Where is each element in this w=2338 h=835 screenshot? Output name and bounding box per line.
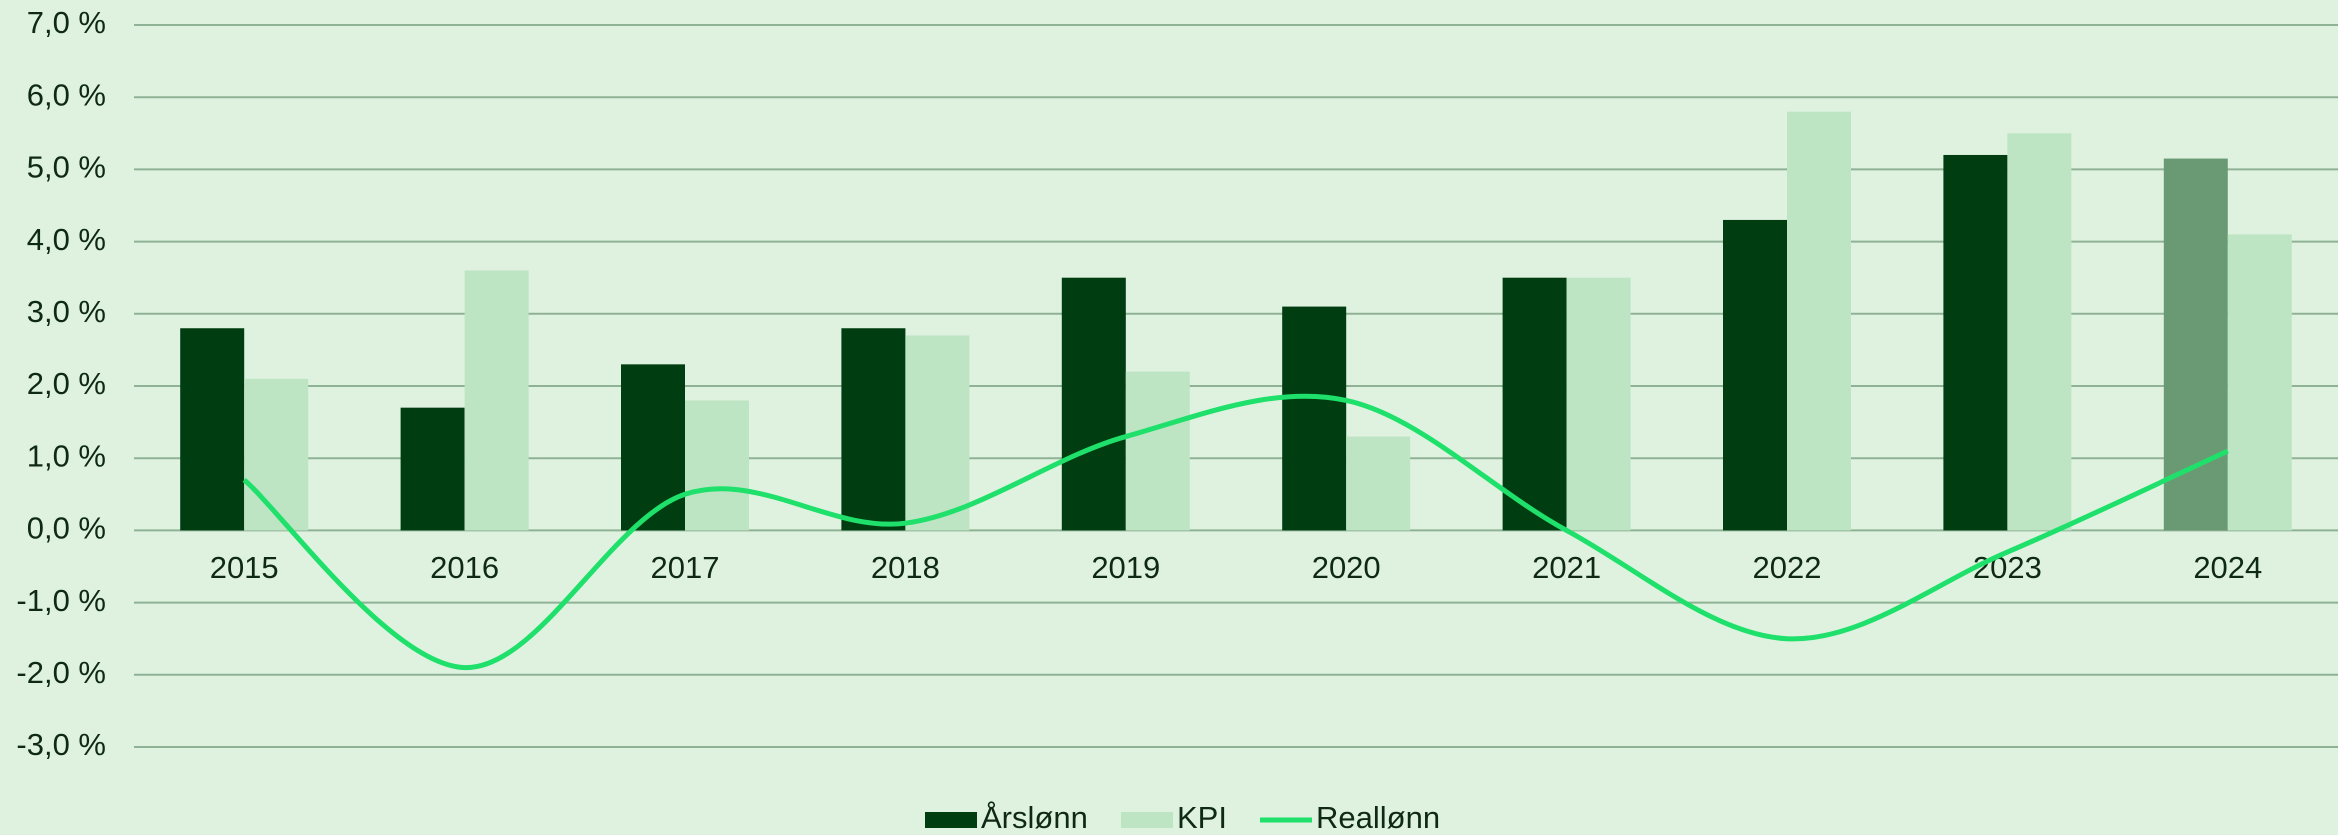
x-tick-label: 2020 <box>1312 550 1381 585</box>
bar <box>1502 277 1567 531</box>
legend-label: Reallønn <box>1316 800 1440 835</box>
y-tick-label: 2,0 % <box>27 366 106 401</box>
x-tick-label: 2023 <box>1973 550 2042 585</box>
legend-label: KPI <box>1177 800 1227 835</box>
y-tick-label: 6,0 % <box>27 77 106 112</box>
bar <box>1723 219 1787 531</box>
y-tick-label: 4,0 % <box>27 222 106 257</box>
bar <box>1282 306 1347 531</box>
bar <box>841 328 906 531</box>
bar <box>1061 277 1126 531</box>
bar <box>2007 133 2072 531</box>
bar <box>1566 277 1631 531</box>
bar <box>2227 234 2292 531</box>
bar <box>400 407 465 531</box>
bar <box>1943 154 2008 531</box>
x-tick-label: 2016 <box>430 550 499 585</box>
bar <box>1787 111 1851 531</box>
bar <box>685 400 749 531</box>
x-tick-label: 2022 <box>1753 550 1822 585</box>
bar <box>180 328 245 531</box>
bar <box>621 364 685 531</box>
legend-label: Årslønn <box>981 800 1088 835</box>
y-tick-label: -2,0 % <box>16 655 106 690</box>
y-tick-label: 5,0 % <box>27 150 106 185</box>
y-tick-label: 7,0 % <box>27 5 106 40</box>
bar <box>905 335 970 531</box>
x-tick-label: 2021 <box>1532 550 1601 585</box>
bar <box>464 270 529 531</box>
x-tick-label: 2018 <box>871 550 940 585</box>
bar <box>1346 436 1411 531</box>
legend-swatch <box>925 812 977 828</box>
x-tick-label: 2019 <box>1091 550 1160 585</box>
y-tick-label: 3,0 % <box>27 294 106 329</box>
line <box>242 393 2229 671</box>
bar <box>244 378 309 531</box>
x-tick-label: 2015 <box>210 550 279 585</box>
y-tick-label: 1,0 % <box>27 438 106 473</box>
y-tick-label: -3,0 % <box>16 727 106 762</box>
legend-swatch <box>1121 812 1173 828</box>
bar <box>1125 371 1190 531</box>
x-tick-label: 2024 <box>2193 550 2262 585</box>
y-tick-label: -1,0 % <box>16 583 106 618</box>
x-tick-label: 2017 <box>651 550 720 585</box>
y-tick-label: 0,0 % <box>27 511 106 546</box>
